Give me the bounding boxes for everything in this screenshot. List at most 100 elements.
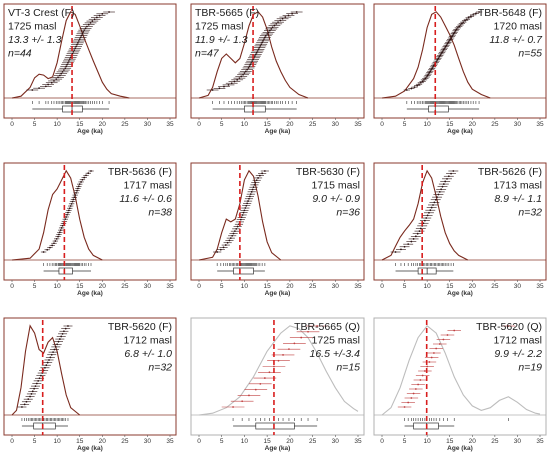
age-point [426, 365, 429, 368]
age-point [438, 55, 441, 58]
age-point [281, 17, 284, 20]
panel-2: 0 5 10 15 20 25 30 35 Age (ka) TBR-5665 (F) 1725 m… [190, 3, 365, 135]
x-tick-label: 5 [220, 438, 224, 445]
age-point [38, 87, 40, 90]
age-point [255, 51, 258, 54]
boxplot-box [428, 105, 449, 113]
age-point [66, 213, 68, 216]
age-point [253, 55, 256, 57]
age-point [423, 78, 425, 81]
x-axis-label: Age (ka) [77, 128, 103, 135]
age-point [433, 352, 435, 354]
age-point [464, 19, 466, 22]
age-point [249, 193, 252, 196]
age-point [462, 21, 465, 24]
age-point [78, 183, 81, 186]
age-point [53, 242, 55, 245]
age-point [232, 232, 235, 235]
age-point [49, 246, 51, 249]
age-point [439, 54, 442, 57]
x-tick-label: 20 [469, 121, 477, 128]
x-tick-label: 15 [76, 438, 84, 445]
age-point [248, 65, 251, 68]
age-point [465, 18, 468, 21]
age-point [268, 371, 271, 374]
x-tick-label: 5 [33, 438, 37, 445]
age-point [254, 181, 257, 184]
age-point [257, 48, 260, 51]
x-tick-label: 20 [469, 438, 477, 445]
x-tick-label: 15 [446, 438, 454, 445]
sample-name: TBR-5665 (F) [195, 7, 259, 19]
age-point [295, 11, 298, 13]
age-point [44, 85, 47, 88]
boxplot-box [233, 267, 254, 275]
age-point [78, 38, 81, 41]
sample-age: 9.9 +/- 2.2 [494, 348, 542, 360]
age-point [25, 400, 28, 403]
age-point [61, 332, 64, 335]
x-tick-label: 25 [309, 283, 317, 290]
age-point [46, 361, 49, 364]
sample-elevation: 1725 masl [195, 21, 243, 33]
age-point [66, 63, 68, 66]
x-tick-label: 10 [241, 438, 249, 445]
age-point [414, 388, 417, 390]
age-point [248, 394, 250, 397]
age-point [211, 89, 214, 91]
age-point [74, 47, 77, 50]
age-point [252, 186, 255, 189]
sample-count: n=44 [8, 48, 32, 60]
age-point [261, 172, 264, 175]
age-point [248, 197, 250, 200]
age-point [273, 24, 276, 27]
age-point [238, 77, 241, 80]
age-point [425, 217, 428, 219]
age-point [250, 61, 253, 64]
age-point [246, 202, 249, 205]
panel-frame [373, 317, 547, 436]
x-tick-label: 10 [424, 438, 432, 445]
x-tick-label: 5 [403, 438, 407, 445]
x-tick-label: 0 [197, 121, 201, 128]
sample-age: 11.6 +/- 0.6 [119, 193, 172, 205]
x-axis-label: Age (ka) [447, 445, 473, 452]
age-point [219, 248, 222, 251]
x-tick-label: 20 [286, 438, 294, 445]
x-tick-label: 30 [514, 121, 522, 128]
x-tick-label: 5 [33, 121, 37, 128]
age-point [98, 14, 101, 17]
age-point [507, 325, 510, 327]
age-point [253, 183, 256, 186]
age-point [467, 16, 470, 19]
x-tick-label: 25 [121, 283, 129, 290]
age-point [82, 31, 85, 33]
age-point [421, 374, 424, 377]
age-point [242, 73, 244, 76]
age-point [428, 361, 431, 363]
age-point [419, 379, 422, 381]
x-tick-label: 30 [332, 283, 340, 290]
age-point [45, 364, 48, 367]
age-point [436, 58, 439, 61]
age-point [451, 35, 453, 38]
age-point [55, 237, 58, 240]
age-point [410, 87, 413, 90]
age-point [222, 246, 225, 249]
age-point [417, 383, 420, 386]
sample-count: n=19 [518, 362, 542, 374]
age-point [46, 248, 49, 251]
age-point [243, 72, 246, 74]
age-point [437, 57, 440, 60]
age-point [233, 80, 236, 83]
age-point [414, 235, 417, 238]
age-point [430, 356, 433, 359]
age-point [59, 229, 62, 232]
age-point [440, 188, 443, 191]
age-point [254, 388, 257, 391]
sample-count: n=55 [518, 48, 542, 60]
sample-name: TBR-5620 (Q) [476, 321, 542, 333]
age-point [394, 251, 397, 253]
age-point [227, 84, 230, 86]
age-point [65, 216, 68, 218]
